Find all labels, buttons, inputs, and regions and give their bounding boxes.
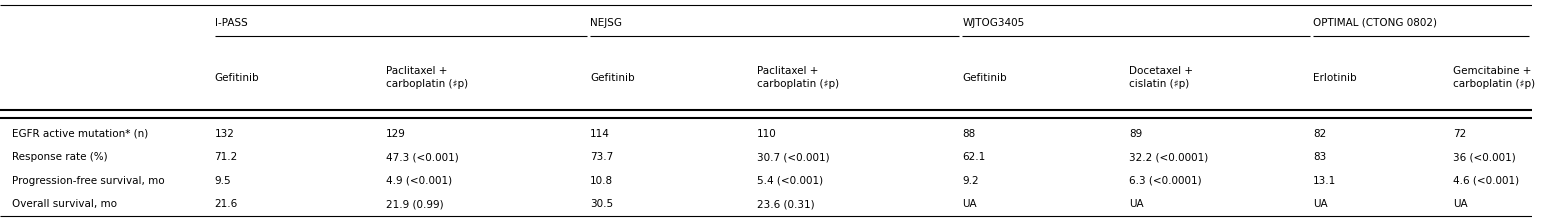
Text: 4.6 (<0.001): 4.6 (<0.001) [1453, 176, 1519, 186]
Text: WJTOG3405: WJTOG3405 [962, 18, 1024, 28]
Text: Overall survival, mo: Overall survival, mo [12, 199, 118, 209]
Text: OPTIMAL (CTONG 0802): OPTIMAL (CTONG 0802) [1313, 18, 1437, 28]
Text: Erlotinib: Erlotinib [1313, 73, 1356, 83]
Text: 36 (<0.001): 36 (<0.001) [1453, 152, 1515, 162]
Text: 47.3 (<0.001): 47.3 (<0.001) [386, 152, 459, 162]
Text: 110: 110 [757, 129, 776, 139]
Text: 114: 114 [590, 129, 610, 139]
Text: 88: 88 [962, 129, 976, 139]
Text: Gefitinib: Gefitinib [590, 73, 635, 83]
Text: Response rate (%): Response rate (%) [12, 152, 109, 162]
Text: 9.2: 9.2 [962, 176, 979, 186]
Text: UA: UA [962, 199, 978, 209]
Text: EGFR active mutation* (n): EGFR active mutation* (n) [12, 129, 149, 139]
Text: 71.2: 71.2 [214, 152, 237, 162]
Text: UA: UA [1453, 199, 1467, 209]
Text: 89: 89 [1130, 129, 1142, 139]
Text: Gefitinib: Gefitinib [962, 73, 1007, 83]
Text: 21.6: 21.6 [214, 199, 237, 209]
Text: Docetaxel +
cislatin (♯p): Docetaxel + cislatin (♯p) [1130, 66, 1193, 89]
Text: 72: 72 [1453, 129, 1467, 139]
Text: 4.9 (<0.001): 4.9 (<0.001) [386, 176, 452, 186]
Text: 21.9 (0.99): 21.9 (0.99) [386, 199, 444, 209]
Text: Paclitaxel +
carboplatin (♯p): Paclitaxel + carboplatin (♯p) [386, 66, 469, 89]
Text: I-PASS: I-PASS [214, 18, 247, 28]
Text: 10.8: 10.8 [590, 176, 613, 186]
Text: 9.5: 9.5 [214, 176, 231, 186]
Text: 73.7: 73.7 [590, 152, 613, 162]
Text: Gemcitabine +
carboplatin (♯p): Gemcitabine + carboplatin (♯p) [1453, 66, 1535, 89]
Text: 32.2 (<0.0001): 32.2 (<0.0001) [1130, 152, 1209, 162]
Text: 13.1: 13.1 [1313, 176, 1336, 186]
Text: NEJSG: NEJSG [590, 18, 622, 28]
Text: 129: 129 [386, 129, 407, 139]
Text: Progression-free survival, mo: Progression-free survival, mo [12, 176, 165, 186]
Text: 6.3 (<0.0001): 6.3 (<0.0001) [1130, 176, 1201, 186]
Text: 83: 83 [1313, 152, 1327, 162]
Text: 5.4 (<0.001): 5.4 (<0.001) [757, 176, 823, 186]
Text: Paclitaxel +
carboplatin (♯p): Paclitaxel + carboplatin (♯p) [757, 66, 840, 89]
Text: 23.6 (0.31): 23.6 (0.31) [757, 199, 815, 209]
Text: 82: 82 [1313, 129, 1327, 139]
Text: 62.1: 62.1 [962, 152, 986, 162]
Text: Gefitinib: Gefitinib [214, 73, 259, 83]
Text: 30.5: 30.5 [590, 199, 613, 209]
Text: 30.7 (<0.001): 30.7 (<0.001) [757, 152, 830, 162]
Text: 132: 132 [214, 129, 234, 139]
Text: UA: UA [1313, 199, 1329, 209]
Text: UA: UA [1130, 199, 1144, 209]
